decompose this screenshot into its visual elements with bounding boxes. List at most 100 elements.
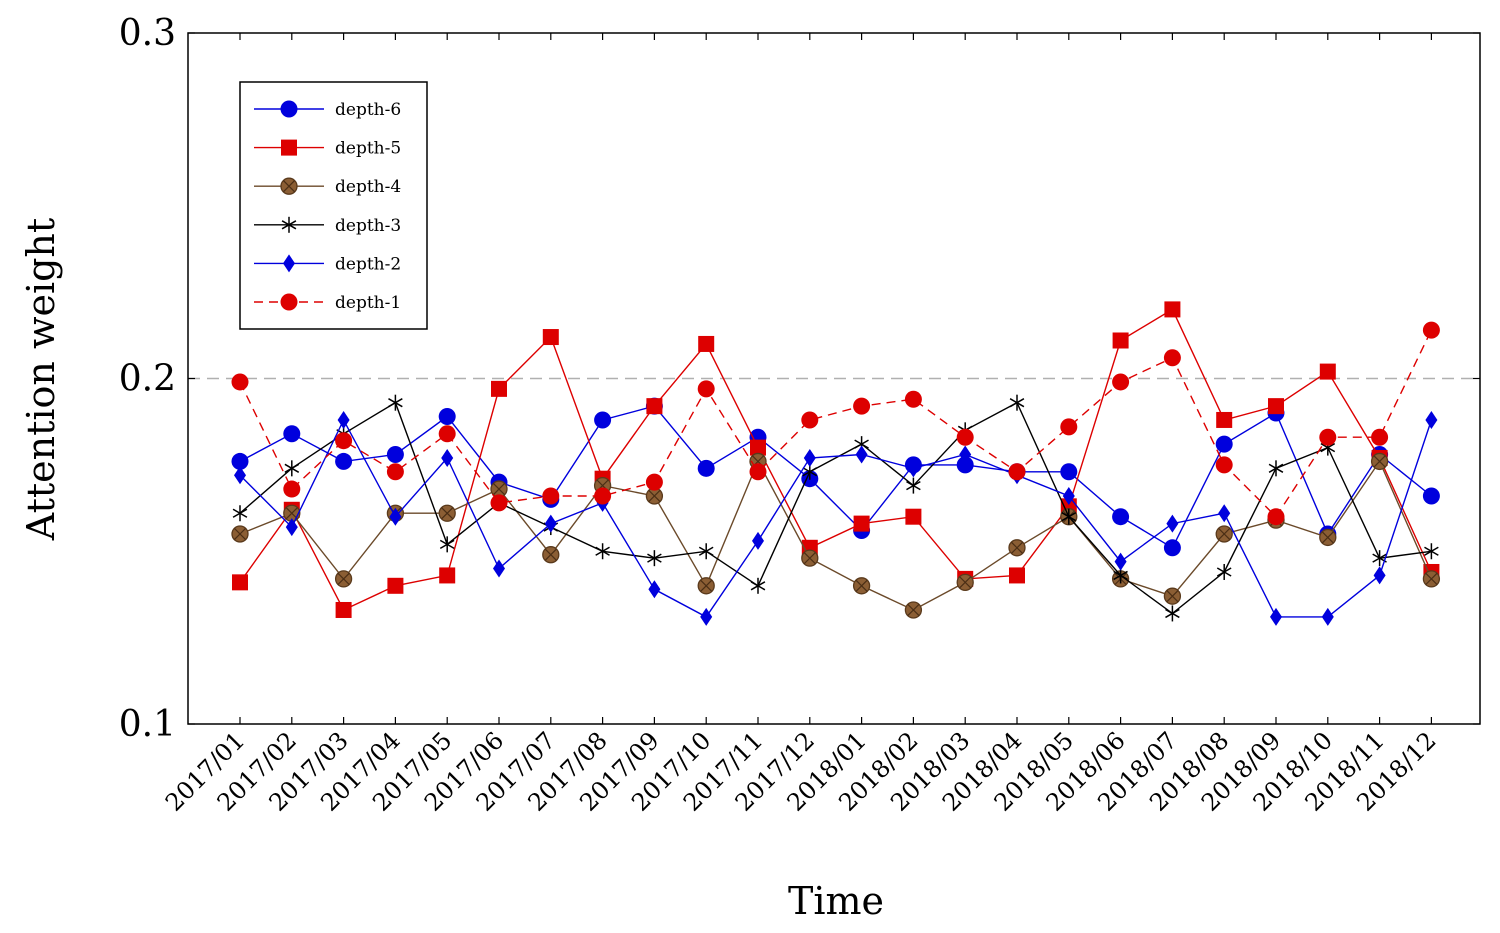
- data-point: [438, 408, 456, 426]
- point-ray: [602, 546, 610, 552]
- data-point: [1215, 435, 1233, 453]
- data-point: [956, 428, 974, 446]
- data-point: [283, 254, 295, 273]
- data-point: [906, 477, 921, 494]
- data-point: [280, 100, 298, 118]
- data-point: [1163, 587, 1182, 605]
- point-ray: [1327, 442, 1336, 449]
- point-ray: [1268, 467, 1277, 473]
- data-point: [1113, 567, 1128, 584]
- data-point: [1112, 373, 1130, 391]
- point-ray: [595, 550, 603, 556]
- series-line-depth-2: [239, 418, 1433, 618]
- data-point: [491, 380, 507, 397]
- y-tick-label: 0.3: [119, 13, 176, 54]
- legend-entry-depth-2: depth-2: [254, 254, 401, 274]
- data-point: [386, 446, 404, 464]
- point-ray: [232, 512, 241, 518]
- data-point: [594, 487, 612, 505]
- point-ray: [1068, 516, 1077, 522]
- point-ray: [291, 463, 300, 469]
- data-point: [1164, 301, 1181, 318]
- point-ray: [281, 220, 290, 226]
- data-point: [750, 439, 766, 456]
- point-ray: [446, 543, 455, 549]
- data-point: [1215, 456, 1233, 474]
- point-ray: [395, 398, 403, 404]
- data-point: [335, 432, 353, 450]
- data-point: [1425, 410, 1438, 429]
- data-point: [542, 546, 560, 564]
- data-point: [1268, 460, 1284, 477]
- data-point: [904, 390, 922, 408]
- data-point: [1163, 349, 1181, 367]
- series-depth-6: [231, 397, 1440, 557]
- point-ray: [913, 480, 921, 487]
- point-ray: [1113, 574, 1121, 581]
- data-point: [594, 411, 612, 429]
- data-point: [490, 480, 508, 498]
- point-ray: [705, 550, 714, 556]
- point-ray: [654, 553, 662, 559]
- point-cross: [907, 603, 920, 617]
- data-point: [1215, 525, 1233, 543]
- data-point: [490, 494, 508, 512]
- point-ray: [595, 546, 603, 552]
- point-ray: [647, 553, 655, 559]
- data-point: [283, 425, 301, 443]
- data-point: [959, 445, 972, 464]
- point-ray: [802, 471, 811, 477]
- point-ray: [750, 585, 759, 591]
- data-point: [645, 473, 663, 491]
- legend-label: depth-2: [335, 254, 401, 274]
- series-depth-1: [231, 321, 1440, 526]
- point-ray: [1223, 571, 1232, 577]
- data-point: [335, 601, 352, 618]
- point-ray: [602, 550, 610, 556]
- data-point: [438, 504, 456, 522]
- data-point: [439, 536, 455, 553]
- y-tick-label: 0.2: [119, 359, 176, 400]
- point-ray: [284, 467, 293, 473]
- data-point: [389, 507, 402, 526]
- point-ray: [1268, 463, 1277, 469]
- data-point: [1112, 508, 1130, 526]
- point-ray: [1372, 553, 1380, 559]
- data-point: [441, 448, 454, 467]
- data-point: [281, 216, 297, 233]
- point-ray: [1016, 398, 1025, 404]
- data-point: [752, 531, 764, 550]
- data-point: [801, 549, 819, 567]
- data-point: [1062, 486, 1075, 505]
- data-point: [853, 515, 870, 532]
- point-ray: [861, 443, 869, 449]
- point-ray: [439, 539, 448, 545]
- point-ray: [288, 224, 297, 230]
- point-ray: [654, 557, 662, 563]
- point-ray: [1061, 516, 1070, 522]
- data-point: [1319, 428, 1337, 446]
- data-point: [698, 335, 715, 352]
- y-tick-marks: [188, 32, 1480, 725]
- series-depth-3: [232, 394, 1439, 622]
- data-point: [1165, 605, 1180, 622]
- data-point: [1422, 321, 1440, 339]
- point-cross: [1373, 455, 1386, 468]
- point-cross: [1218, 527, 1231, 540]
- data-point: [645, 487, 664, 505]
- point-cross: [1425, 572, 1438, 585]
- y-axis-label: Attention weight: [19, 218, 63, 541]
- data-point: [956, 573, 974, 591]
- data-point: [337, 410, 350, 429]
- data-point: [335, 452, 353, 470]
- data-point: [1008, 539, 1026, 557]
- point-cross: [282, 180, 296, 193]
- point-ray: [281, 224, 290, 230]
- data-point: [1163, 539, 1181, 557]
- legend-entry-depth-6: depth-6: [254, 100, 401, 120]
- point-ray: [446, 539, 455, 545]
- point-ray: [913, 484, 921, 491]
- point-ray: [705, 546, 714, 552]
- point-ray: [1016, 402, 1025, 408]
- data-point: [387, 577, 404, 594]
